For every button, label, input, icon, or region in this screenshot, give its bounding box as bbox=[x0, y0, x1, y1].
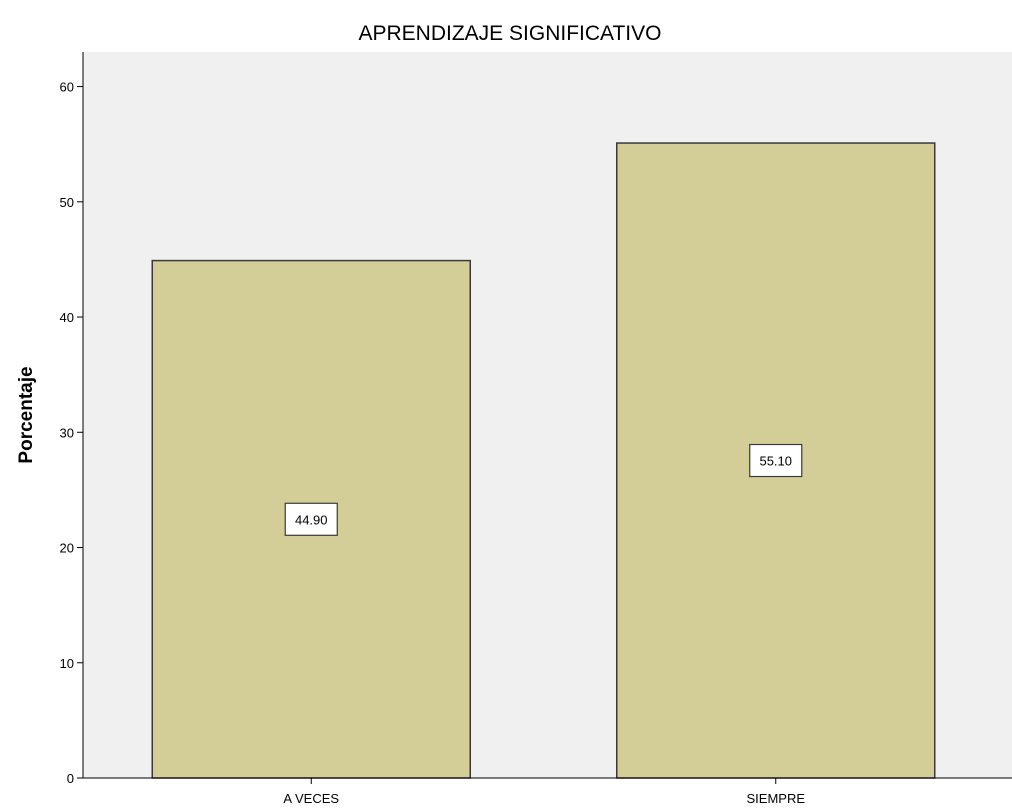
chart-title: APRENDIZAJE SIGNIFICATIVO bbox=[359, 22, 662, 45]
data-label-box bbox=[749, 443, 803, 478]
data-labels-group: 44.90 55.10 bbox=[284, 443, 803, 536]
y-tick-label: 0 bbox=[67, 771, 74, 786]
y-tick-label: 30 bbox=[60, 425, 74, 440]
y-tick-label: 10 bbox=[60, 656, 74, 671]
y-ticks-group: 0 10 20 30 40 50 60 bbox=[60, 80, 83, 786]
data-label: 55.10 bbox=[759, 454, 792, 469]
data-label-box bbox=[284, 502, 338, 536]
y-tick-label: 50 bbox=[60, 195, 74, 210]
x-ticks-group: A VECES SIEMPRE bbox=[283, 778, 805, 806]
x-tick-label: SIEMPRE bbox=[746, 791, 805, 806]
y-axis-label: Porcentaje bbox=[16, 366, 37, 463]
y-tick-label: 60 bbox=[60, 80, 74, 95]
y-tick-label: 20 bbox=[60, 541, 74, 556]
x-tick-label: A VECES bbox=[283, 791, 339, 806]
data-label: 44.90 bbox=[295, 512, 328, 527]
y-tick-label: 40 bbox=[60, 310, 74, 325]
